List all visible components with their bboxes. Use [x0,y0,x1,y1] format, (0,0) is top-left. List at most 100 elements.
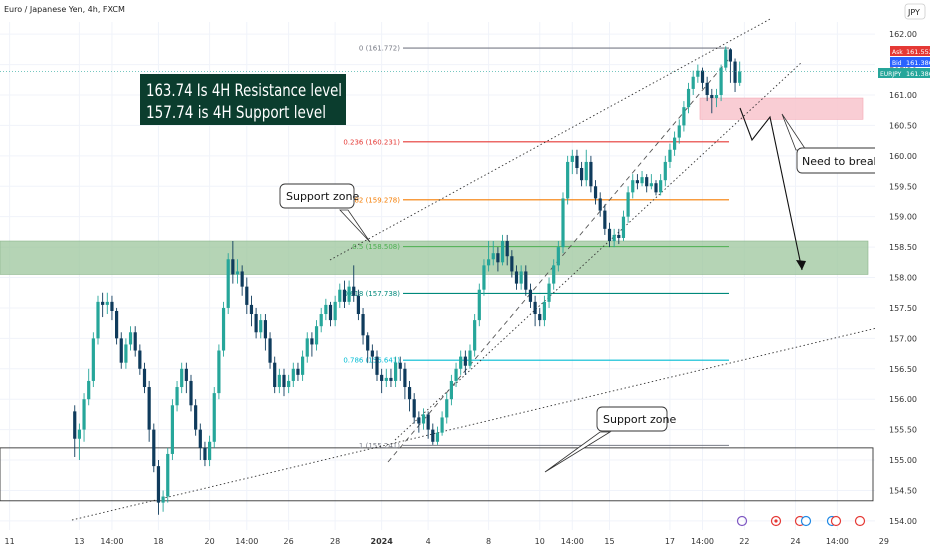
candle [226,253,230,315]
candle-body [645,177,649,187]
candle [124,338,128,369]
candle [198,423,202,461]
candle-body [673,137,677,150]
candle [375,350,379,381]
candle-body [612,234,616,242]
candle [138,344,142,375]
candle-body [296,368,300,375]
candle [589,155,593,193]
candle [398,356,402,381]
candle [324,298,328,321]
candle-body [621,216,626,238]
candle-body [96,301,100,339]
candle [468,344,472,369]
candle-body [147,387,151,430]
support-zone-callout-upper [279,183,355,209]
candle [115,307,119,345]
candle-body [175,387,179,406]
candle-body [333,301,337,321]
currency-button[interactable] [904,3,926,20]
candle [738,61,742,86]
bid-value-bg [904,57,930,67]
economic-event-icons[interactable] [736,515,866,527]
fib-level-label: 0 (161.772) [359,45,400,53]
x-tick-label: 14:00 [691,537,714,546]
y-tick-label: 156.50 [889,365,917,374]
annotations: 163.74 Is 4H Resistance level 157.74 is … [140,74,902,473]
candle-body [305,338,309,357]
candle-body [142,368,147,388]
candle [105,292,109,315]
candle [705,76,709,102]
candle-body [366,335,370,351]
candle-body [580,168,584,181]
candle-body [319,314,323,327]
candle [696,64,700,83]
candle [389,368,393,388]
candle [524,265,528,296]
candle-body [635,180,639,184]
candle [593,180,598,205]
candle-body [254,314,258,333]
candle [700,67,705,89]
candle [380,368,384,394]
candle [338,283,342,308]
candle [152,423,156,473]
candle-body [342,289,347,302]
candle-body [514,271,519,284]
candle [449,374,453,406]
candle [487,241,491,272]
candle [617,228,621,245]
candle [203,441,207,467]
candle [714,88,719,108]
event-icon[interactable] [736,515,748,527]
candle-body [705,82,709,96]
candle-body [724,49,728,68]
candle [528,283,533,308]
candle-body [524,271,528,290]
candle [296,362,300,381]
event-icon[interactable] [830,515,842,527]
candle [333,295,337,327]
y-tick-label: 158.50 [889,243,917,252]
candle-body [473,320,477,351]
event-icon[interactable] [854,515,866,527]
candle [208,435,212,467]
candle-body [105,301,109,305]
candle [356,289,360,321]
candle [673,131,677,156]
ask-value: 161.552 [906,48,932,56]
x-tick-label: 11 [5,537,15,546]
candle [268,332,272,369]
event-icon[interactable] [800,515,812,527]
candle-body [677,125,681,138]
candle [235,259,240,284]
candle-body [528,289,533,302]
candle [514,265,519,290]
projection-arrow-path [739,107,803,271]
candles [0,46,875,515]
currency-label: JPY [907,8,920,17]
candle [580,161,584,187]
fib-level-label: 1 (155.241) [359,442,400,450]
event-icon[interactable] [770,515,782,527]
candle [659,174,663,196]
candle [282,368,286,397]
candle [189,374,193,412]
candle [221,301,226,357]
candle-body [259,320,263,333]
projection-arrowhead [796,260,806,270]
candle-body [412,399,416,418]
event-icon[interactable] [774,519,778,523]
candle [87,368,91,406]
candle [677,119,681,144]
candle-body [626,192,630,217]
x-tick-label: 18 [153,537,163,546]
candle [231,241,235,284]
candle-body [617,234,621,238]
candle-body [87,380,91,400]
candle-body [445,399,449,418]
candle-body [691,76,695,89]
lower-support-box [0,447,874,502]
